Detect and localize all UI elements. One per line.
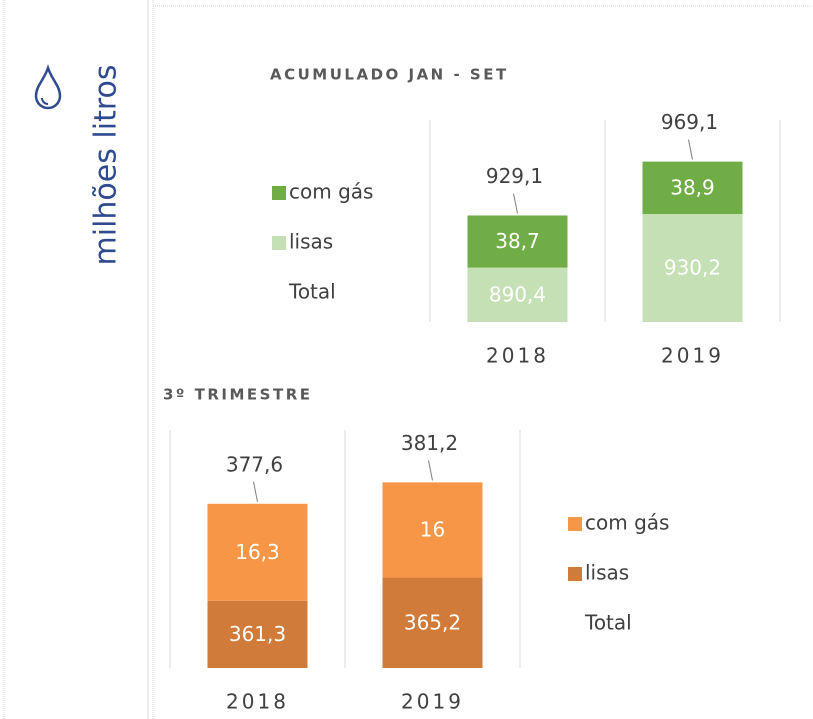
bar-segment	[642, 161, 743, 214]
value-label: 38,9	[670, 175, 715, 199]
value-label: 890,4	[489, 282, 546, 306]
legend-label: lisas	[289, 230, 333, 254]
bar-segment	[642, 213, 743, 322]
legend-swatch	[568, 567, 582, 581]
x-tick-label: 2019	[661, 344, 724, 368]
bar-segment	[467, 215, 568, 268]
legend-swatch	[568, 517, 582, 531]
leader-line	[428, 460, 433, 481]
legend-swatch	[272, 186, 286, 200]
bar-segment	[382, 482, 483, 578]
total-label: 377,6	[226, 452, 283, 476]
value-label: 38,7	[495, 229, 540, 253]
value-label: 361,3	[229, 622, 286, 646]
legend-label: com gás	[289, 180, 373, 204]
legend-label: Total	[288, 280, 336, 304]
total-label: 929,1	[486, 164, 543, 188]
total-label: 969,1	[661, 110, 718, 134]
leader-line	[513, 193, 518, 214]
legend-label: Total	[584, 611, 632, 635]
leader-line	[688, 139, 693, 160]
chart-title: ACUMULADO JAN - SET	[270, 66, 509, 84]
x-tick-label: 2018	[226, 690, 289, 714]
bar-segment	[207, 503, 308, 601]
total-label: 381,2	[401, 431, 458, 455]
value-label: 16	[420, 517, 445, 541]
drop-icon	[41, 97, 49, 105]
leader-line	[253, 481, 258, 502]
legend-swatch	[272, 236, 286, 250]
legend-label: com gás	[585, 511, 669, 535]
legend-label: lisas	[585, 561, 629, 585]
value-label: 365,2	[404, 610, 461, 634]
x-tick-label: 2019	[401, 690, 464, 714]
bar-segment	[467, 267, 568, 322]
axis-label: milhões litros	[89, 65, 124, 266]
bar-segment	[207, 600, 308, 668]
x-tick-label: 2018	[486, 344, 549, 368]
chart-title: 3º TRIMESTRE	[163, 386, 313, 404]
value-label: 16,3	[235, 540, 280, 564]
bar-segment	[382, 577, 483, 668]
drop-icon	[34, 64, 62, 110]
value-label: 930,2	[664, 255, 721, 279]
